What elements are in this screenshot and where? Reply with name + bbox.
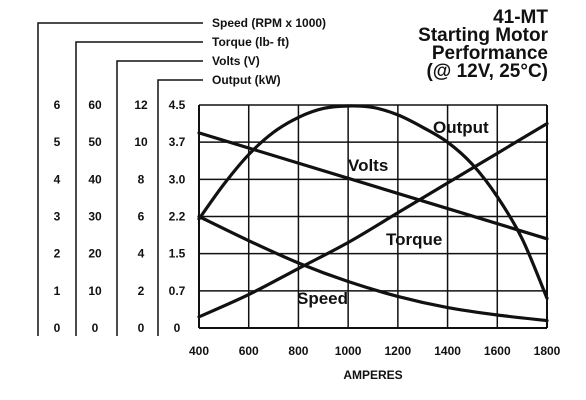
y-tick-label: 1 (54, 284, 61, 298)
title-line: Starting Motor (418, 25, 548, 46)
axis-leader-line (157, 79, 203, 336)
axis-label: Output (kW) (212, 73, 281, 87)
x-tick-label: 1600 (484, 344, 511, 358)
series-labels: Output Volts Torque Speed (297, 118, 489, 308)
curve-output (197, 104, 549, 300)
y-tick-label: 0.7 (169, 284, 186, 298)
y-tick-label: 4 (138, 247, 145, 261)
curve-volts (197, 131, 549, 241)
curve-torque (197, 121, 549, 319)
y-tick-label: 0 (174, 321, 181, 335)
y-tick-label: 10 (88, 284, 102, 298)
series-curves (197, 104, 549, 323)
axis-label: Speed (RPM x 1000) (212, 16, 326, 30)
axis-label: Volts (V) (212, 54, 260, 68)
y-tick-label: 50 (88, 135, 102, 149)
y-tick-label: 6 (138, 210, 145, 224)
y-tick-label: 20 (88, 247, 102, 261)
y-tick-label: 4 (54, 172, 61, 186)
y-tick-label: 2 (54, 247, 61, 261)
y-tick-label: 5 (54, 135, 61, 149)
y-tick-labels: 0123456010203040506002468101200.71.52.23… (54, 98, 186, 335)
axis-label: Torque (lb- ft) (212, 35, 289, 49)
y-tick-label: 3.0 (169, 172, 186, 186)
series-label-speed: Speed (297, 289, 348, 308)
series-label-output: Output (433, 118, 489, 137)
y-tick-label: 3 (54, 210, 61, 224)
axis-leader-line (116, 60, 203, 336)
axis-leader-line (37, 22, 203, 336)
x-axis-label: AMPERES (343, 368, 402, 382)
y-tick-label: 40 (88, 172, 102, 186)
x-tick-label: 1200 (385, 344, 412, 358)
title-line: 41-MT (493, 7, 548, 28)
y-tick-label: 0 (92, 321, 99, 335)
y-tick-label: 3.7 (169, 135, 186, 149)
axis-leader-line (75, 41, 203, 336)
y-tick-label: 30 (88, 210, 102, 224)
y-tick-label: 4.5 (169, 98, 186, 112)
series-label-torque: Torque (386, 230, 442, 249)
x-tick-label: 400 (189, 344, 209, 358)
x-tick-labels: 400 600 800 1000 1200 1400 1600 1800 (189, 344, 561, 358)
y-tick-label: 10 (134, 135, 148, 149)
y-tick-label: 2.2 (169, 210, 186, 224)
title-line: Performance (432, 43, 548, 64)
x-tick-label: 1400 (434, 344, 461, 358)
y-tick-label: 0 (54, 321, 61, 335)
y-tick-label: 0 (138, 321, 145, 335)
x-tick-label: 800 (288, 344, 308, 358)
title-line: (@ 12V, 25°C) (426, 61, 548, 82)
x-tick-label: 1800 (534, 344, 561, 358)
y-tick-label: 2 (138, 284, 145, 298)
y-tick-label: 60 (88, 98, 102, 112)
series-label-volts: Volts (348, 156, 388, 175)
x-tick-label: 1000 (335, 344, 362, 358)
x-tick-label: 600 (239, 344, 259, 358)
axis-labels: Speed (RPM x 1000) Torque (lb- ft) Volts (… (212, 16, 326, 87)
curve-speed (197, 214, 549, 323)
y-tick-label: 6 (54, 98, 61, 112)
y-tick-label: 12 (134, 98, 148, 112)
y-tick-label: 1.5 (169, 247, 186, 261)
chart-title: 41-MT Starting Motor Performance (@ 12V,… (418, 7, 548, 82)
y-tick-label: 8 (138, 172, 145, 186)
axis-leader-lines (37, 22, 203, 336)
